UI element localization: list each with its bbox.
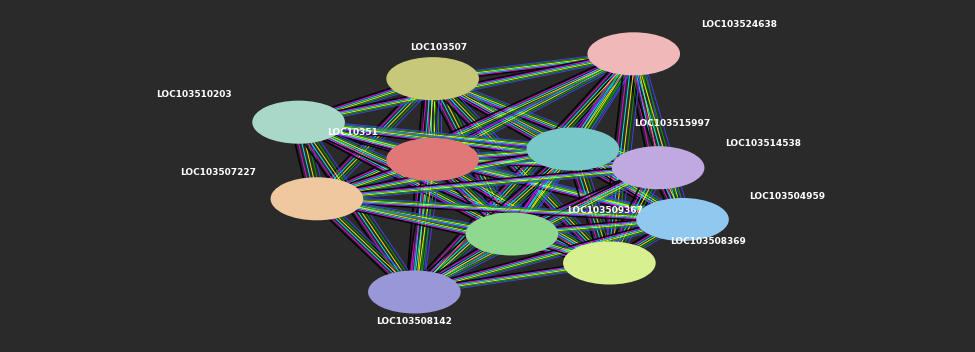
Ellipse shape bbox=[612, 146, 704, 189]
Ellipse shape bbox=[271, 177, 363, 220]
Text: LOC103524638: LOC103524638 bbox=[701, 20, 777, 29]
Ellipse shape bbox=[587, 32, 681, 75]
Ellipse shape bbox=[564, 241, 655, 284]
Ellipse shape bbox=[386, 138, 479, 181]
Text: LOC103507227: LOC103507227 bbox=[180, 168, 255, 177]
Text: LOC103509367: LOC103509367 bbox=[566, 206, 643, 215]
Text: LOC10351: LOC10351 bbox=[327, 128, 378, 137]
Text: LOC103514538: LOC103514538 bbox=[725, 139, 801, 148]
Text: LOC103504959: LOC103504959 bbox=[750, 192, 826, 201]
Ellipse shape bbox=[526, 127, 619, 171]
Ellipse shape bbox=[369, 270, 460, 314]
Ellipse shape bbox=[386, 57, 479, 100]
Text: LOC103507: LOC103507 bbox=[410, 43, 467, 52]
Ellipse shape bbox=[466, 213, 558, 256]
Text: LOC103510203: LOC103510203 bbox=[156, 90, 232, 99]
Text: LOC103515997: LOC103515997 bbox=[634, 119, 710, 127]
Ellipse shape bbox=[636, 198, 729, 241]
Ellipse shape bbox=[253, 101, 345, 144]
Text: LOC103508142: LOC103508142 bbox=[376, 317, 452, 326]
Text: LOC103508369: LOC103508369 bbox=[671, 237, 746, 246]
